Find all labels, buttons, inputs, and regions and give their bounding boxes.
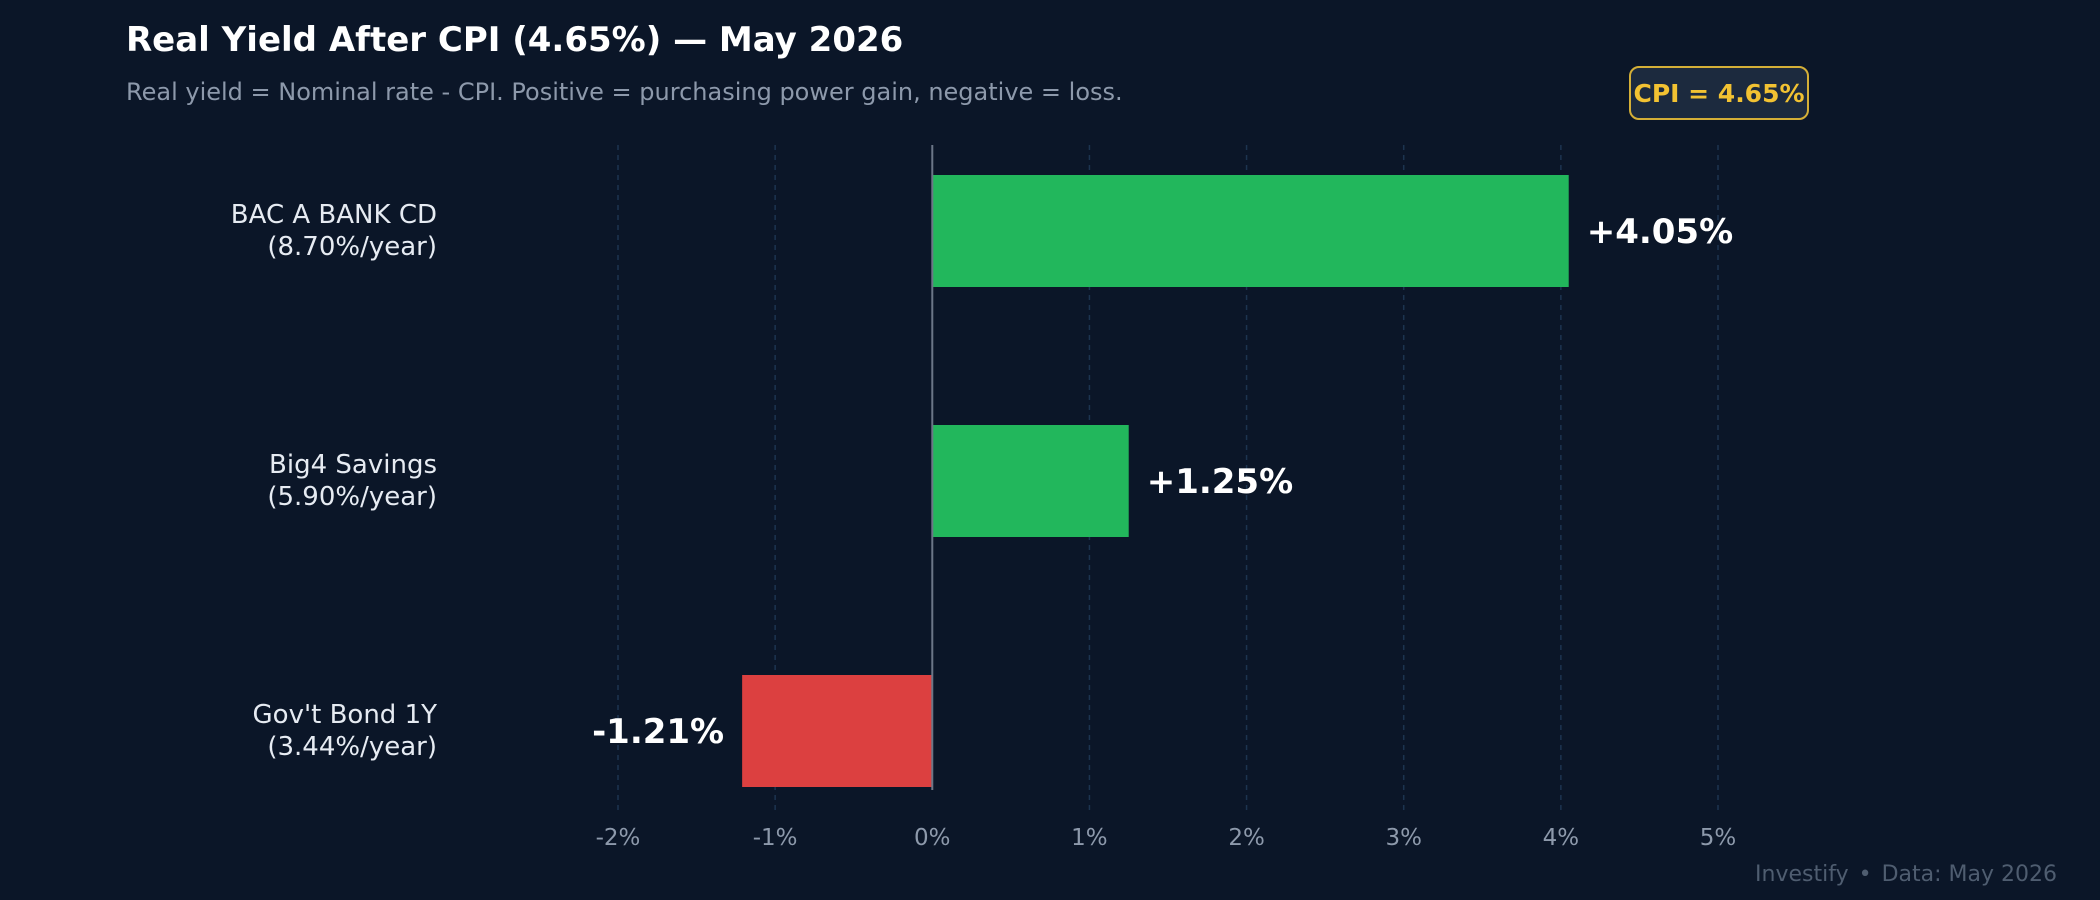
category-label: Gov't Bond 1Y (3.44%/year)	[253, 700, 438, 762]
category-label-line: Gov't Bond 1Y	[253, 700, 438, 730]
bar	[932, 425, 1129, 537]
bar	[932, 175, 1569, 287]
chart-title: Real Yield After CPI (4.65%) — May 2026	[126, 20, 904, 60]
footer-credit: Investify • Data: May 2026	[1755, 862, 2057, 887]
bar	[742, 675, 933, 787]
category-label-line: (3.44%/year)	[267, 732, 437, 762]
x-tick-label: -2%	[596, 825, 641, 851]
chart-subtitle: Real yield = Nominal rate - CPI. Positiv…	[126, 78, 1123, 106]
footer-brand: Investify	[1755, 862, 1849, 887]
bar-value-label: +1.25%	[1147, 462, 1293, 502]
bar-value-label: +4.05%	[1587, 212, 1733, 252]
x-tick-label: 5%	[1700, 825, 1737, 851]
category-label-line: Big4 Savings	[269, 450, 437, 480]
x-tick-label: 0%	[914, 825, 951, 851]
x-tick-label: 1%	[1071, 825, 1108, 851]
bar-value-label: -1.21%	[592, 712, 724, 752]
x-tick-label: 2%	[1228, 825, 1265, 851]
category-label-line: (8.70%/year)	[267, 232, 437, 262]
footer-separator: •	[1858, 862, 1872, 887]
cpi-badge: CPI = 4.65%	[1629, 66, 1809, 120]
category-label-line: BAC A BANK CD	[231, 200, 437, 230]
x-tick-label: -1%	[753, 825, 798, 851]
x-tick-label: 4%	[1543, 825, 1580, 851]
x-tick-label: 3%	[1385, 825, 1422, 851]
footer-source: Data: May 2026	[1881, 862, 2057, 887]
category-label: Big4 Savings (5.90%/year)	[267, 450, 437, 512]
category-label-line: (5.90%/year)	[267, 482, 437, 512]
category-label: BAC A BANK CD (8.70%/year)	[231, 200, 437, 262]
